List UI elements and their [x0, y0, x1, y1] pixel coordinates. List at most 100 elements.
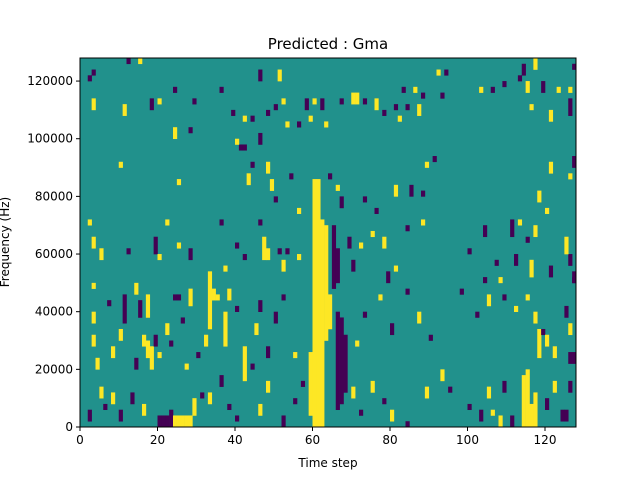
heatmap-cell	[138, 300, 143, 318]
heatmap-cell	[405, 225, 410, 232]
heatmap-cell	[281, 294, 286, 301]
heatmap-cell	[184, 415, 189, 428]
heatmap-cell	[537, 190, 542, 203]
heatmap-cell	[273, 311, 278, 324]
y-tick-label: 80000	[35, 189, 73, 203]
x-tick-label: 20	[150, 433, 165, 447]
heatmap-cell	[382, 236, 387, 249]
heatmap-cell	[242, 144, 247, 151]
heatmap-cell	[424, 161, 430, 168]
heatmap-cell	[479, 86, 484, 93]
heatmap-cell	[91, 98, 96, 111]
heatmap-cell	[545, 334, 550, 347]
heatmap-cell	[188, 248, 193, 261]
heatmap-cell	[448, 386, 453, 393]
y-axis-ticks: 0 20000 40000 60000 80000 100000 120000	[27, 74, 80, 434]
heatmap-cell	[548, 161, 554, 174]
heatmap-cell	[362, 196, 368, 203]
heatmap-cell	[359, 242, 364, 249]
heatmap-cell	[405, 104, 410, 111]
heatmap-cell	[390, 323, 395, 336]
x-tick-label: 40	[227, 433, 242, 447]
heatmap-cell	[111, 346, 116, 359]
heatmap-cell	[328, 294, 333, 330]
heatmap-cell	[467, 248, 472, 255]
heatmap-cell	[502, 294, 507, 301]
heatmap-cell	[545, 398, 550, 410]
heatmap-cell	[300, 380, 306, 387]
heatmap-cell	[184, 363, 189, 370]
heatmap-cell	[514, 305, 519, 312]
heatmap-cell	[122, 294, 127, 324]
heatmap-cell	[196, 352, 201, 359]
heatmap-cell	[289, 173, 294, 180]
heatmap-cell	[374, 98, 379, 111]
heatmap-cell	[173, 294, 178, 301]
heatmap-cell	[459, 288, 464, 295]
heatmap-cell	[335, 311, 340, 411]
heatmap-cell	[541, 81, 546, 93]
heatmap-cell	[262, 236, 267, 261]
heatmap-cell	[157, 415, 162, 428]
heatmap-cell	[386, 271, 391, 284]
x-tick-label: 120	[534, 433, 557, 447]
heatmap-cell	[393, 265, 399, 272]
heatmap-cell	[324, 121, 329, 128]
heatmap-cell	[382, 109, 387, 116]
heatmap-cell	[370, 230, 375, 238]
heatmap-cell	[235, 305, 240, 312]
heatmap-cell	[494, 259, 499, 266]
heatmap-cell	[440, 92, 445, 99]
heatmap-cell	[417, 104, 422, 116]
heatmap-cell	[293, 398, 298, 405]
heatmap-cell	[545, 207, 550, 214]
heatmap-cell	[192, 398, 197, 416]
heatmap-cell	[548, 109, 554, 122]
heatmap-cell	[118, 328, 123, 341]
heatmap-cell	[564, 236, 569, 255]
heatmap-cell	[413, 86, 418, 93]
heatmap-cell	[521, 63, 526, 76]
heatmap-cell	[169, 409, 174, 428]
heatmap-cell	[510, 219, 515, 238]
heatmap-cell	[339, 196, 344, 209]
heatmap-cell	[568, 98, 573, 116]
heatmap-cell	[188, 288, 193, 307]
heatmap-cell	[351, 259, 356, 272]
heatmap-cell	[126, 248, 131, 255]
x-tick-label: 60	[305, 433, 320, 447]
heatmap-cell	[269, 179, 275, 191]
heatmap-cell	[149, 346, 154, 370]
heatmap-cell	[207, 271, 213, 330]
heatmap-cell	[393, 104, 399, 111]
heatmap-cell	[266, 248, 271, 261]
heatmap-cell	[118, 409, 123, 422]
heatmap-cell	[266, 161, 271, 174]
heatmap-cell	[479, 409, 484, 422]
heatmap-cell	[568, 254, 573, 266]
heatmap-cell	[169, 340, 174, 347]
heatmap-cell	[145, 340, 151, 359]
heatmap-cell	[192, 98, 197, 105]
heatmap-cell	[142, 403, 147, 416]
heatmap-cell	[421, 219, 426, 226]
x-axis-ticks: 0 20 40 60 80 100 120	[76, 427, 556, 447]
heatmap-cell	[405, 421, 410, 428]
heatmap-cell	[572, 352, 577, 364]
heatmap-cell	[211, 288, 216, 301]
heatmap-cell	[180, 415, 185, 428]
heatmap-cell	[401, 86, 406, 93]
heatmap-cell	[316, 179, 321, 428]
heatmap-cell	[235, 242, 240, 249]
heatmap-cell	[355, 92, 360, 105]
heatmap-cell	[568, 173, 573, 180]
heatmap-cell	[320, 219, 325, 428]
heatmap-cell	[165, 415, 170, 428]
heatmap-cell	[475, 311, 480, 318]
heatmap-cell	[258, 219, 263, 226]
heatmap-cell	[219, 86, 224, 93]
heatmap-cell	[235, 138, 240, 145]
heatmap-cell	[227, 403, 232, 411]
heatmap-cell	[87, 75, 92, 82]
heatmap-cell	[188, 127, 193, 134]
